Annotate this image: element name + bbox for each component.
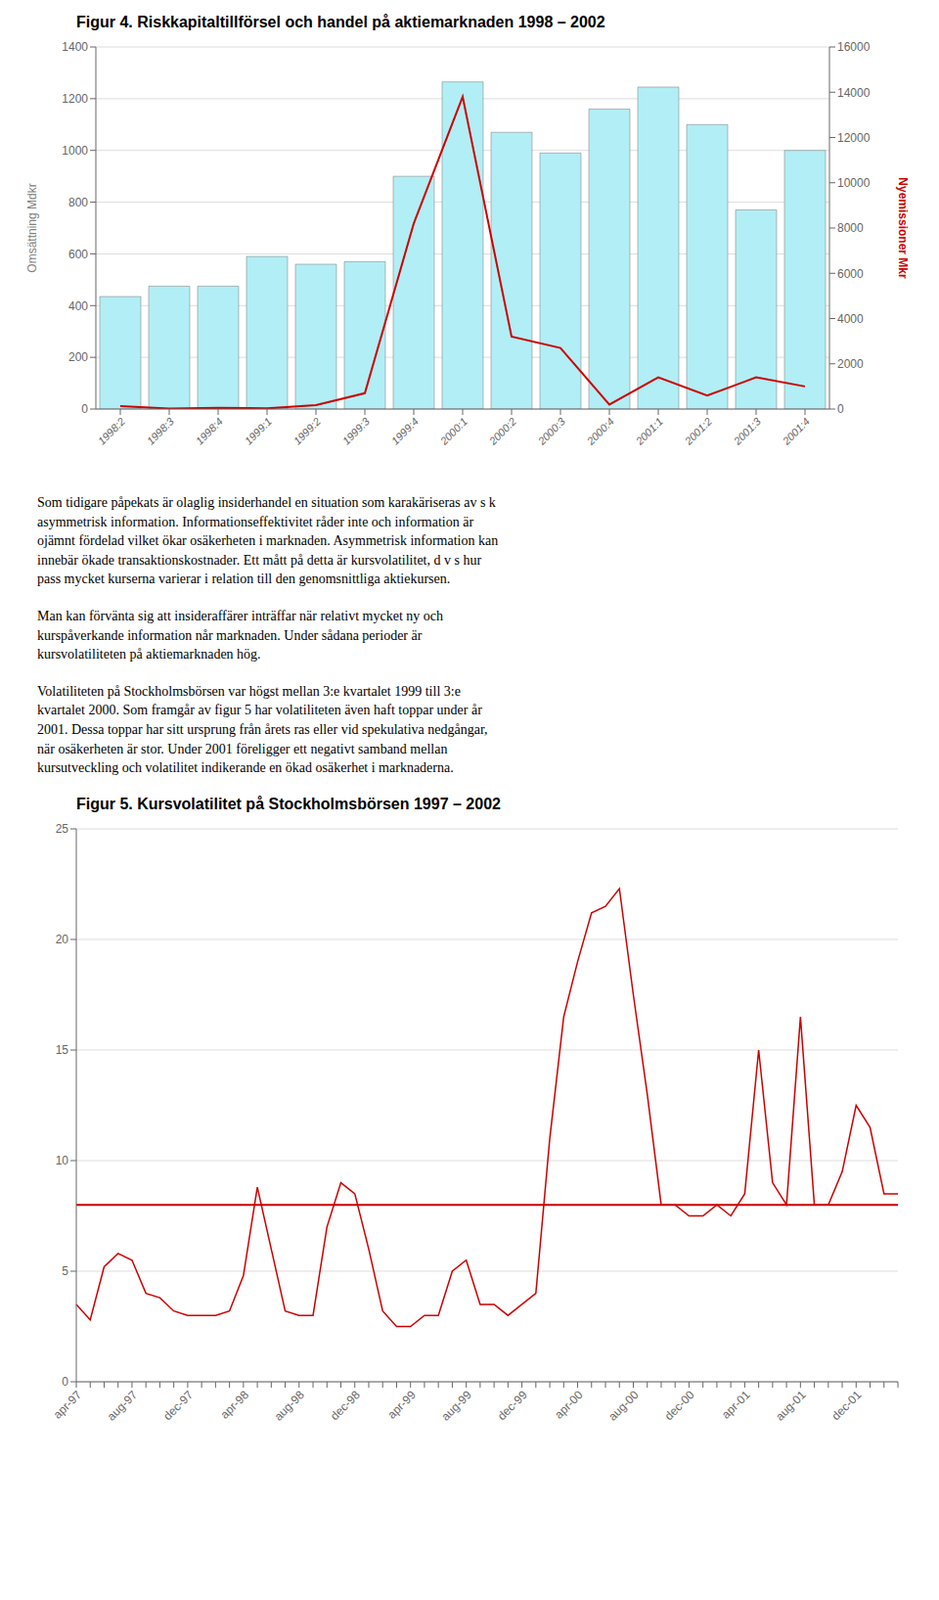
html-text:Man kan förvänta sig att insid: Man kan förvänta sig att insideraffärer … bbox=[37, 608, 444, 662]
svg-text:1998:3: 1998:3 bbox=[144, 414, 178, 448]
svg-text:apr-00: apr-00 bbox=[551, 1386, 586, 1422]
svg-text:4000: 4000 bbox=[837, 312, 864, 326]
svg-text:20: 20 bbox=[55, 932, 70, 946]
html-text:Som tidigare påpekats är olagl: Som tidigare påpekats är olaglig insider… bbox=[37, 494, 499, 587]
svg-text:1200: 1200 bbox=[61, 91, 89, 106]
svg-text:800: 800 bbox=[68, 195, 89, 210]
svg-text:2001:1: 2001:1 bbox=[632, 414, 666, 448]
svg-text:aug-99: aug-99 bbox=[438, 1386, 475, 1424]
svg-text:apr-97: apr-97 bbox=[50, 1386, 86, 1422]
svg-text:1000: 1000 bbox=[61, 143, 89, 158]
svg-text:25: 25 bbox=[55, 821, 70, 836]
svg-text:2000:2: 2000:2 bbox=[486, 414, 519, 448]
svg-text:600: 600 bbox=[68, 247, 89, 262]
svg-text:10: 10 bbox=[55, 1153, 70, 1167]
svg-text:dec-97: dec-97 bbox=[160, 1386, 196, 1423]
svg-text:10000: 10000 bbox=[837, 176, 871, 190]
svg-text:2001:4: 2001:4 bbox=[779, 414, 812, 448]
svg-text:aug-98: aug-98 bbox=[271, 1386, 309, 1424]
html-text:Volatiliteten på Stockholmsbör: Volatiliteten på Stockholmsbörsen var hö… bbox=[37, 683, 488, 775]
svg-text:1999:4: 1999:4 bbox=[389, 414, 421, 447]
svg-text:dec-01: dec-01 bbox=[829, 1386, 865, 1423]
svg-text:2000:3: 2000:3 bbox=[535, 414, 569, 448]
svg-text:0: 0 bbox=[837, 402, 845, 416]
svg-text:0: 0 bbox=[81, 402, 89, 416]
svg-text:6000: 6000 bbox=[837, 267, 864, 281]
svg-text:1999:2: 1999:2 bbox=[291, 414, 323, 447]
svg-text:aug-01: aug-01 bbox=[772, 1386, 809, 1424]
html-text:Figur 5. Kursvolatilitet på St: Figur 5. Kursvolatilitet på Stockholmsbö… bbox=[76, 794, 501, 812]
svg-text:dec-00: dec-00 bbox=[662, 1386, 698, 1423]
svg-text:200: 200 bbox=[68, 350, 89, 364]
svg-text:apr-01: apr-01 bbox=[718, 1386, 754, 1422]
svg-text:1998:2: 1998:2 bbox=[95, 414, 128, 447]
svg-text:2001:3: 2001:3 bbox=[730, 414, 764, 448]
svg-text:1999:3: 1999:3 bbox=[340, 414, 373, 448]
svg-text:aug-00: aug-00 bbox=[605, 1386, 642, 1424]
svg-text:1999:1: 1999:1 bbox=[242, 414, 274, 447]
svg-text:0: 0 bbox=[61, 1374, 69, 1388]
svg-text:16000: 16000 bbox=[837, 40, 871, 54]
svg-text:1400: 1400 bbox=[61, 40, 89, 54]
svg-text:5: 5 bbox=[61, 1263, 69, 1278]
svg-text:dec-98: dec-98 bbox=[327, 1386, 363, 1423]
svg-text:2000:1: 2000:1 bbox=[437, 414, 470, 448]
svg-text:14000: 14000 bbox=[837, 86, 871, 100]
svg-text:Omsättning Mdkr: Omsättning Mdkr bbox=[25, 182, 40, 272]
svg-text:2000:4: 2000:4 bbox=[583, 414, 617, 448]
svg-text:12000: 12000 bbox=[837, 131, 871, 145]
svg-text:8000: 8000 bbox=[837, 221, 864, 235]
svg-text:aug-97: aug-97 bbox=[104, 1386, 141, 1424]
svg-text:apr-98: apr-98 bbox=[218, 1386, 253, 1422]
svg-text:400: 400 bbox=[68, 299, 89, 313]
svg-text:Nyemissioner Mkr: Nyemissioner Mkr bbox=[895, 177, 910, 279]
svg-text:1998:4: 1998:4 bbox=[193, 414, 225, 447]
svg-text:15: 15 bbox=[55, 1042, 70, 1057]
svg-text:dec-99: dec-99 bbox=[494, 1386, 531, 1423]
html-text:Figur 4. Riskkapitaltillförsel: Figur 4. Riskkapitaltillförsel och hande… bbox=[76, 13, 606, 31]
svg-text:apr-99: apr-99 bbox=[384, 1386, 419, 1422]
svg-text:2001:2: 2001:2 bbox=[681, 414, 715, 448]
svg-text:2000: 2000 bbox=[837, 357, 864, 371]
